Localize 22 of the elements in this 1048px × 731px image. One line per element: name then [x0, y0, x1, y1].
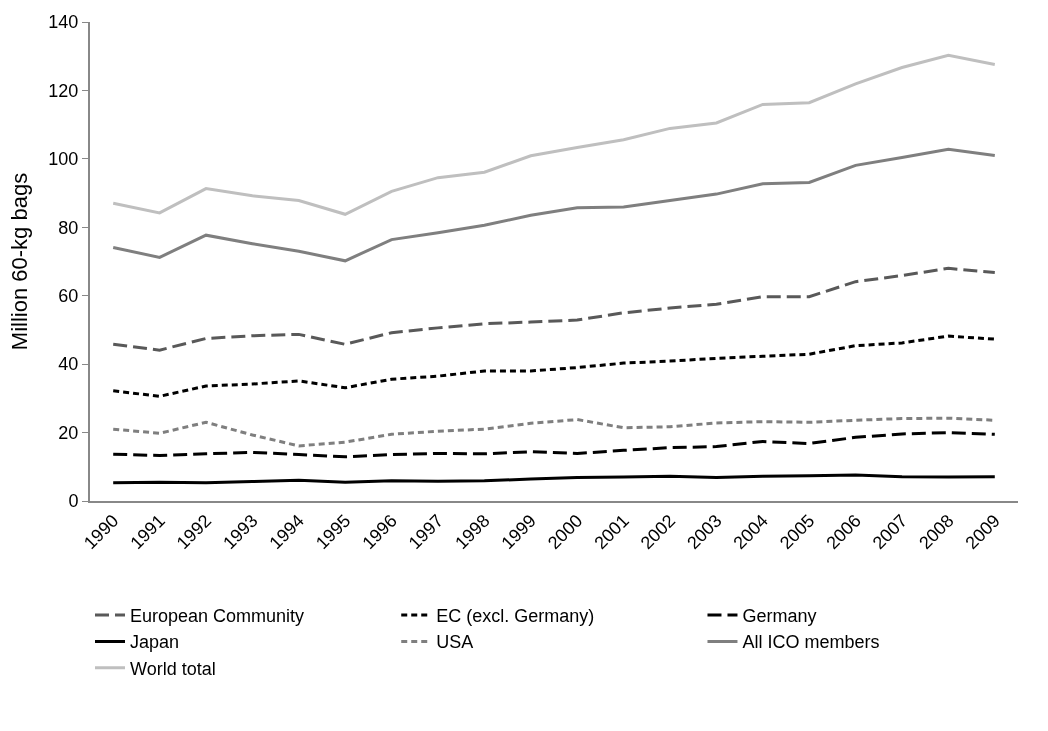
- y-tick-label: 40: [58, 354, 79, 375]
- legend-label: EC (excl. Germany): [436, 606, 595, 627]
- line-series: [111, 431, 997, 459]
- y-tick-label: 120: [48, 80, 79, 101]
- line-series: [111, 473, 997, 485]
- legend-label: All ICO members: [742, 632, 880, 653]
- line-series: [111, 334, 997, 398]
- legend-label: Japan: [130, 632, 180, 653]
- y-tick-label: 20: [58, 422, 79, 443]
- y-tick-label: 60: [58, 286, 79, 307]
- y-tick-label: 140: [48, 12, 79, 33]
- y-tick-label: 80: [58, 217, 79, 238]
- legend-label: European Community: [130, 606, 305, 627]
- y-tick-label: 100: [48, 149, 79, 170]
- y-tick-label: 0: [68, 491, 79, 512]
- legend-label: World total: [130, 658, 216, 679]
- line-series: [111, 53, 997, 216]
- line-series: [111, 147, 997, 263]
- line-series: [111, 266, 997, 352]
- y-axis-title: Million 60-kg bags: [6, 172, 32, 351]
- legend-label: Germany: [742, 606, 817, 627]
- legend-label: USA: [436, 632, 474, 653]
